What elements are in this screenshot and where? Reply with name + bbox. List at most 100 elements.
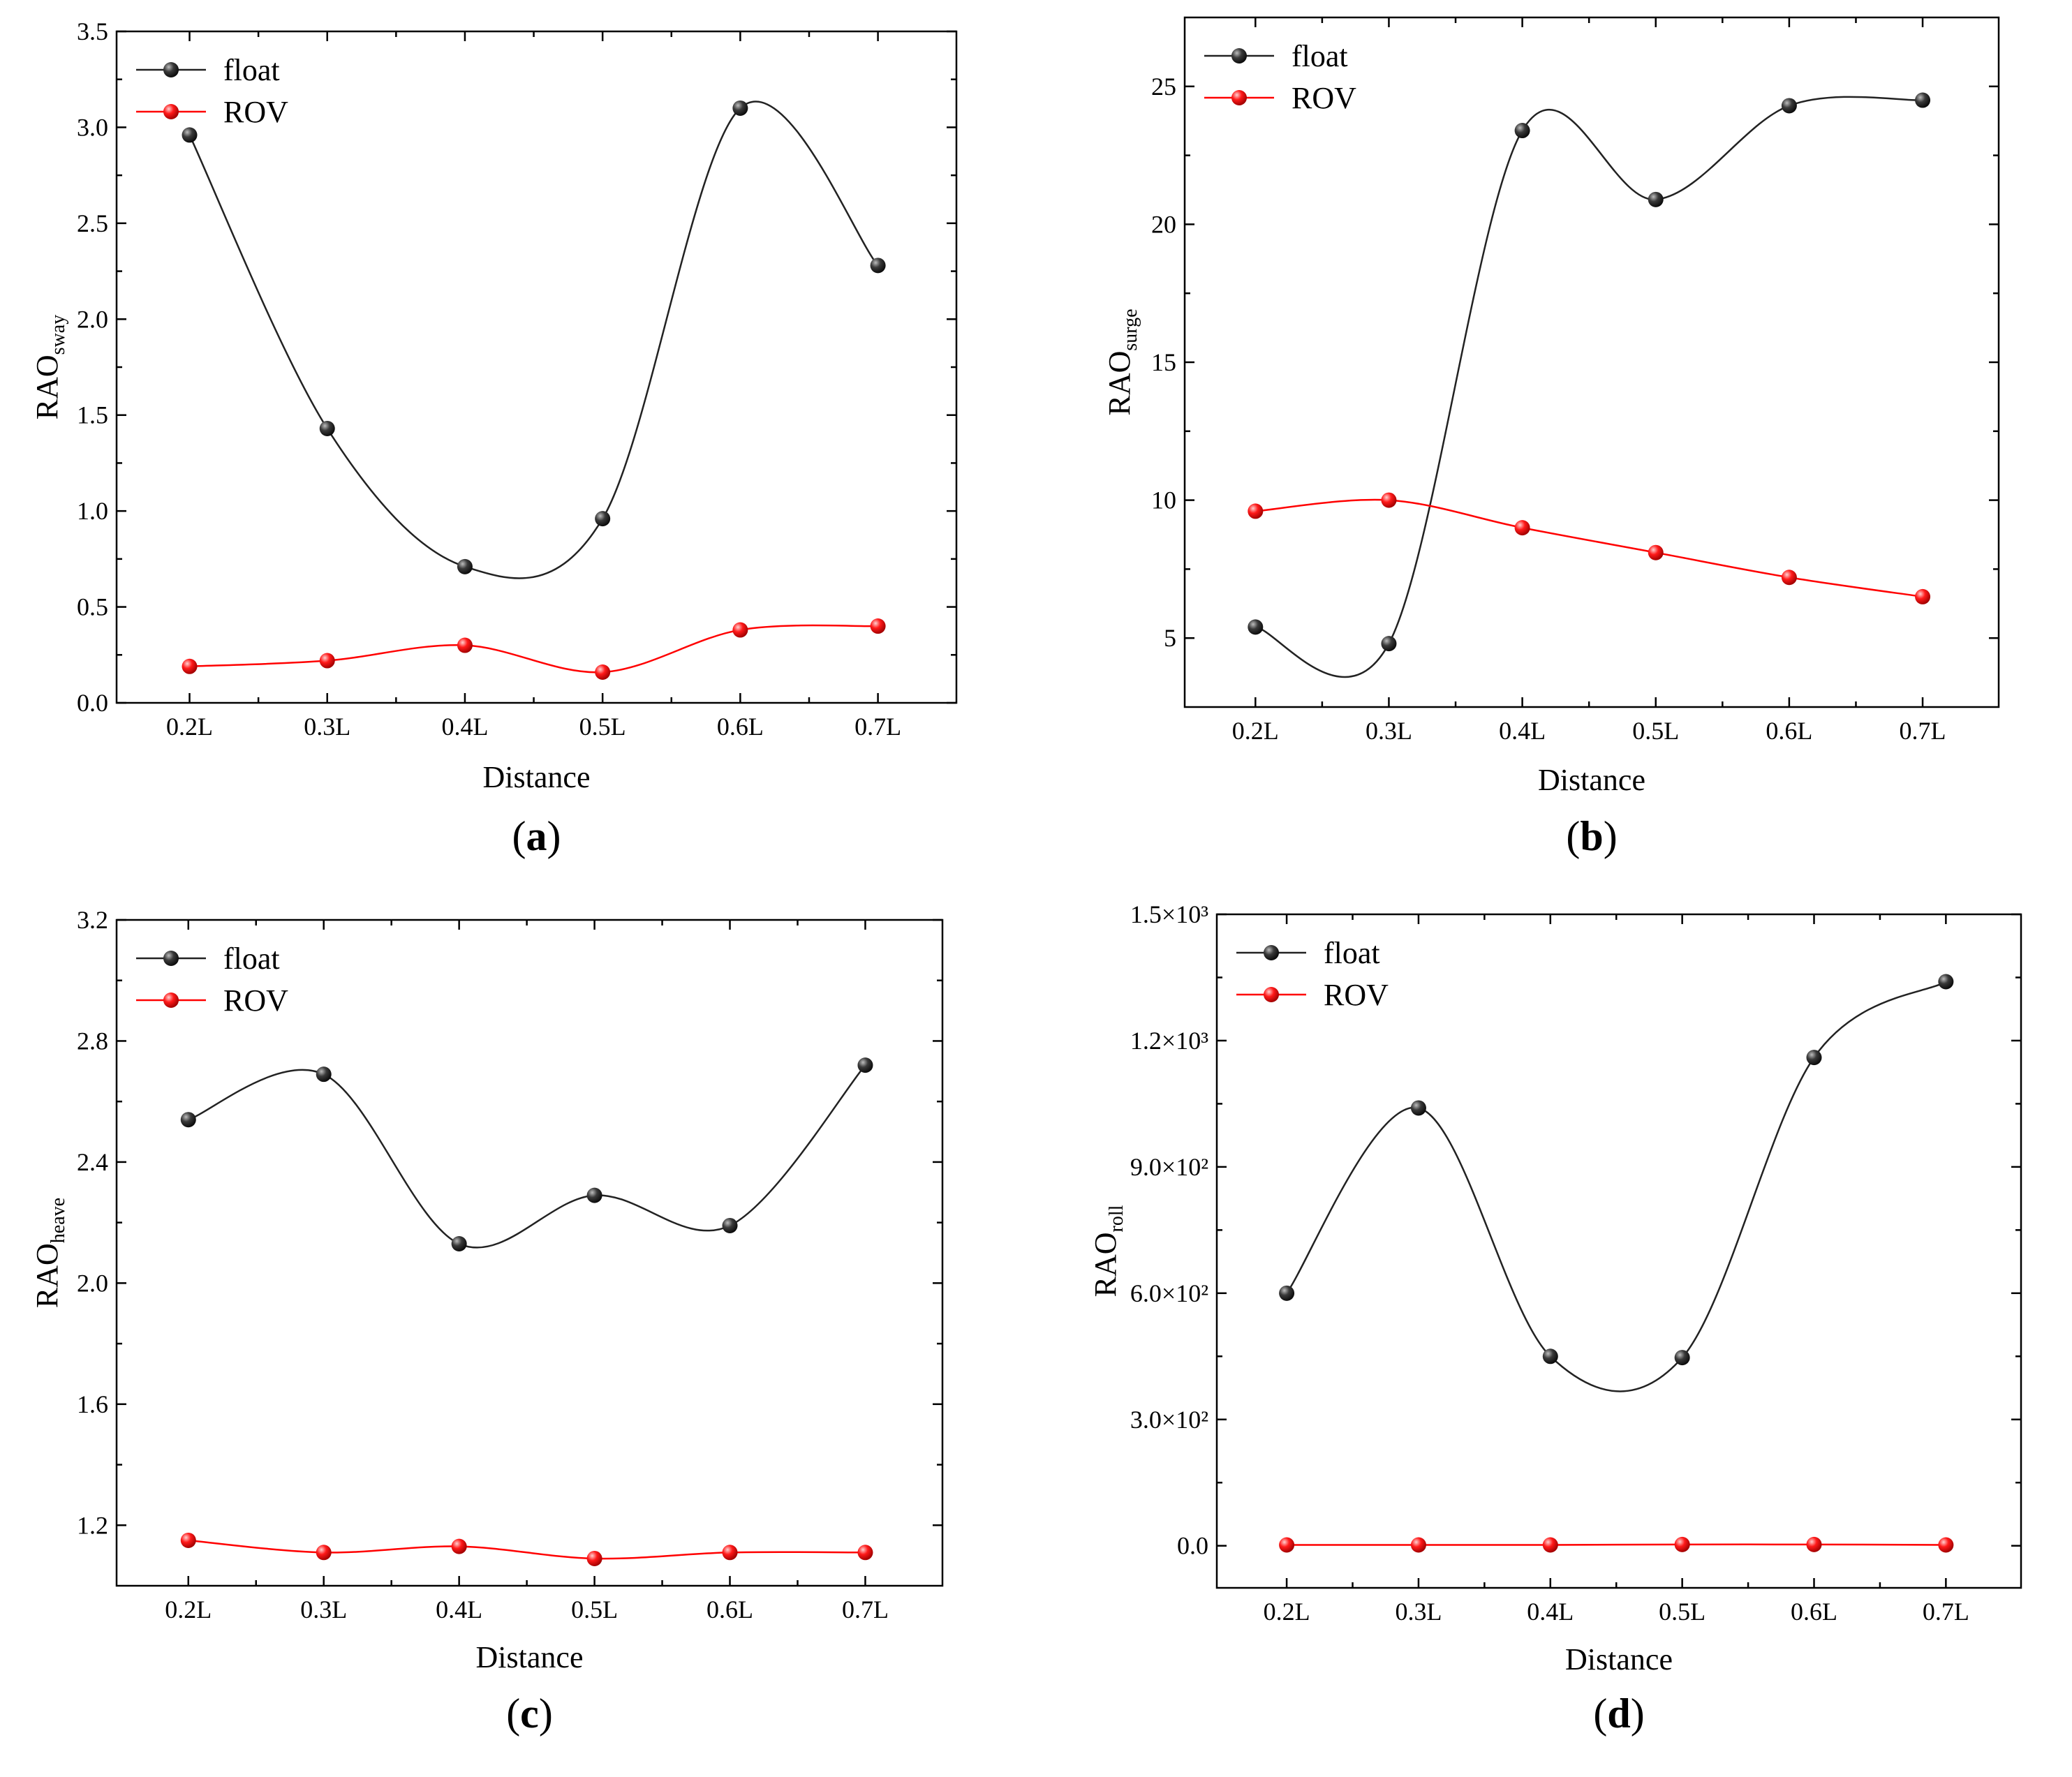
legend-label-float: float [1292, 39, 1348, 73]
y-tick-label: 1.0 [77, 497, 108, 525]
y-tick-label: 0.0 [1177, 1532, 1208, 1560]
legend-label-rov: ROV [223, 95, 288, 129]
data-point-rov-0.4L [457, 637, 473, 653]
legend-label-rov: ROV [1324, 978, 1389, 1012]
panel-label-b: (b) [1566, 813, 1617, 859]
x-tick-label: 0.5L [571, 1596, 618, 1623]
y-tick-label: 2.0 [77, 305, 108, 333]
series-line-float [1255, 96, 1923, 678]
data-point-float-0.2L [1248, 619, 1264, 635]
y-tick-label: 5 [1164, 624, 1176, 652]
data-point-rov-0.5L [1674, 1536, 1690, 1552]
data-point-rov-0.6L [732, 622, 748, 638]
data-point-rov-0.7L [1938, 1537, 1954, 1553]
x-tick-label: 0.5L [1632, 717, 1679, 745]
data-point-float-0.4L [451, 1235, 467, 1251]
x-tick-label: 0.6L [1766, 717, 1812, 745]
data-point-float-0.7L [1915, 92, 1931, 108]
data-point-rov-0.5L [1648, 544, 1664, 560]
series-line-float [188, 101, 879, 579]
x-tick-label: 0.2L [166, 713, 213, 741]
legend-marker-rov [163, 104, 179, 119]
y-tick-label: 3.0 [77, 113, 108, 141]
x-tick-label: 0.3L [300, 1596, 347, 1623]
legend-label-rov: ROV [1292, 81, 1356, 115]
x-tick-label: 0.2L [1232, 717, 1279, 745]
data-point-float-0.4L [457, 558, 473, 574]
y-tick-label: 20 [1151, 210, 1176, 238]
y-tick-label: 1.6 [77, 1390, 108, 1418]
legend-label-float: float [1324, 936, 1380, 970]
data-point-float-0.3L [1410, 1100, 1426, 1116]
y-tick-label: 10 [1151, 486, 1176, 514]
data-point-float-0.7L [870, 258, 886, 274]
x-tick-label: 0.7L [1923, 1598, 1969, 1626]
legend-marker-float [163, 951, 179, 966]
data-point-rov-0.2L [182, 658, 198, 674]
x-tick-label: 0.7L [1900, 717, 1946, 745]
y-tick-label: 25 [1151, 73, 1176, 101]
x-axis-title: Distance [476, 1640, 584, 1674]
y-tick-label: 2.4 [77, 1148, 108, 1176]
y-axis-title: RAOroll [1088, 1205, 1127, 1297]
y-axis-title: RAOsurge [1102, 308, 1141, 415]
legend-marker-float [1231, 48, 1247, 64]
data-point-float-0.5L [595, 511, 611, 527]
data-point-float-0.5L [586, 1187, 602, 1203]
series-line-rov [1255, 498, 1923, 598]
y-tick-label: 0.5 [77, 593, 108, 621]
x-tick-label: 0.4L [441, 713, 488, 741]
x-tick-label: 0.3L [1366, 717, 1412, 745]
legend-marker-rov [1264, 987, 1279, 1002]
panel-label-c: (c) [506, 1690, 553, 1737]
legend-marker-float [163, 62, 179, 77]
x-axis-title: Distance [1538, 763, 1645, 797]
y-tick-label: 1.5×10³ [1130, 900, 1208, 928]
data-point-float-0.3L [1381, 636, 1397, 652]
plot-frame [115, 30, 958, 704]
x-tick-label: 0.5L [1659, 1598, 1705, 1626]
y-tick-label: 1.5 [77, 401, 108, 429]
y-tick-label: 2.8 [77, 1027, 108, 1055]
data-point-rov-0.4L [451, 1538, 467, 1554]
y-tick-label: 0.0 [77, 689, 108, 717]
data-point-rov-0.3L [316, 1545, 332, 1561]
data-point-float-0.4L [1514, 123, 1530, 139]
y-tick-label: 15 [1151, 348, 1176, 376]
data-point-rov-0.6L [722, 1545, 738, 1561]
data-point-float-0.2L [180, 1112, 196, 1128]
x-tick-label: 0.5L [579, 713, 626, 741]
data-point-rov-0.3L [1410, 1537, 1426, 1553]
data-point-rov-0.5L [595, 664, 611, 681]
y-tick-label: 3.2 [77, 906, 108, 934]
data-point-rov-0.4L [1514, 520, 1530, 536]
legend-marker-float [1264, 945, 1279, 960]
x-axis-title: Distance [483, 760, 591, 794]
chart-panel-d: 0.0 3.0×10² 6.0×10² 9.0×10² 1.2×10³ 1.5×10³ 0.… [1088, 900, 2022, 1737]
y-tick-label: 3.5 [77, 17, 108, 45]
data-point-rov-0.4L [1542, 1537, 1558, 1553]
x-tick-label: 0.2L [1264, 1598, 1310, 1626]
x-tick-label: 0.4L [436, 1596, 482, 1623]
y-tick-label: 6.0×10² [1130, 1279, 1208, 1307]
y-tick-label: 1.2×10³ [1130, 1027, 1208, 1055]
x-tick-label: 0.6L [706, 1596, 753, 1623]
plot-frame [115, 919, 944, 1587]
data-point-rov-0.7L [1915, 588, 1931, 604]
x-tick-label: 0.7L [842, 1596, 889, 1623]
chart-panel-c: 1.2 1.6 2.0 2.4 2.8 3.2 0.2L 0.3L 0.4L 0.5L 0.6L 0.… [30, 906, 944, 1737]
series-line-rov [189, 624, 878, 674]
data-point-rov-0.7L [857, 1545, 873, 1561]
panel-label-a: (a) [512, 813, 561, 859]
data-point-float-0.6L [1781, 98, 1797, 114]
y-axis-title: RAOsway [30, 315, 69, 419]
data-point-float-0.3L [316, 1066, 332, 1083]
chart-panel-b: 5 10 15 20 25 0.2L 0.3L 0.4L 0.5L 0.6L 0.7L Distanc… [1102, 16, 2000, 859]
legend-label-rov: ROV [223, 983, 288, 1018]
data-point-float-0.6L [732, 100, 748, 116]
x-tick-label: 0.7L [854, 713, 901, 741]
y-tick-label: 2.5 [77, 209, 108, 237]
legend-label-float: float [223, 942, 280, 976]
data-point-float-0.7L [1938, 974, 1954, 990]
